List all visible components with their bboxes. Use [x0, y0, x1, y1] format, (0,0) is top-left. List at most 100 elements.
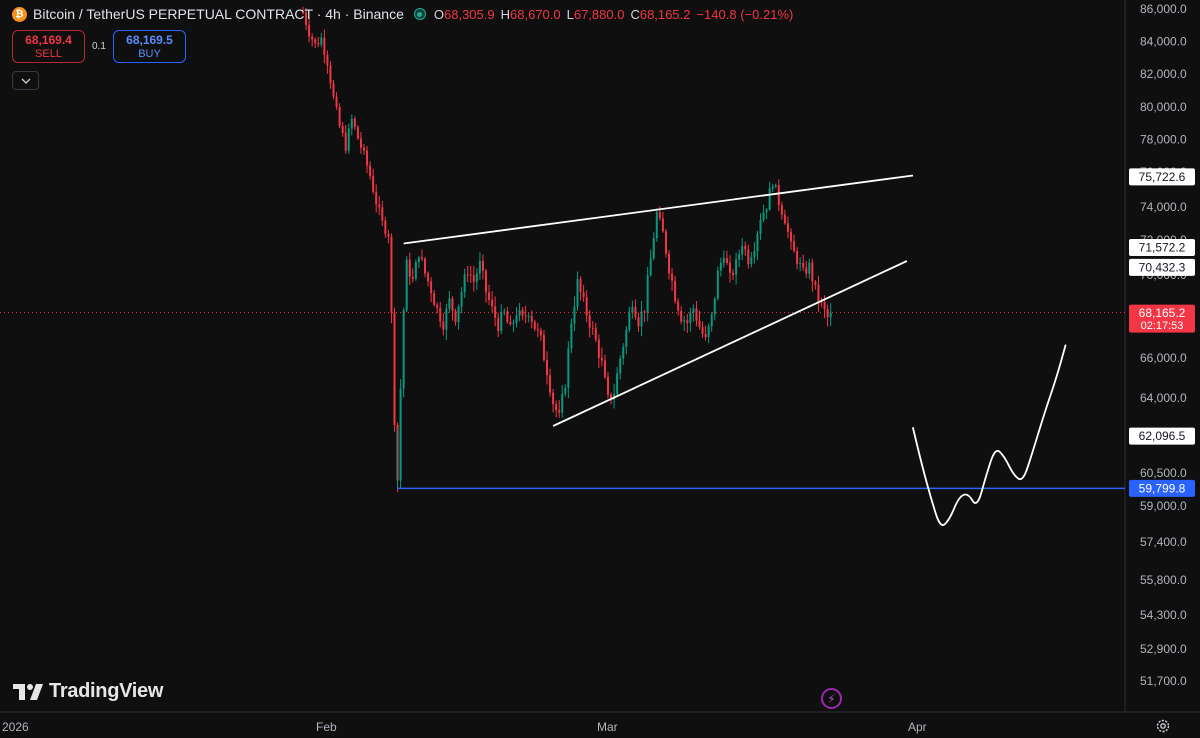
price-tick-label: 57,400.0 — [1140, 535, 1187, 549]
price-tick-label: 55,800.0 — [1140, 573, 1187, 587]
candle-body — [475, 273, 478, 282]
candle-body — [722, 258, 725, 263]
price-tick-label: 52,900.0 — [1140, 642, 1187, 656]
candle-body — [302, 12, 304, 14]
candle-body — [725, 258, 728, 263]
candle-body — [369, 165, 372, 177]
candle-body — [445, 308, 448, 330]
candle-body — [381, 207, 384, 221]
price-label-tag — [1129, 479, 1195, 497]
time-tick-label: Mar — [597, 720, 618, 734]
candle-body — [320, 37, 323, 45]
candle-body — [372, 176, 375, 192]
candle-body — [546, 359, 548, 376]
candle-body — [668, 253, 670, 274]
candle-body — [729, 262, 731, 273]
candle-body — [366, 150, 369, 166]
candle-body — [427, 273, 430, 282]
buy-button[interactable]: 68,169.5 BUY — [113, 30, 186, 63]
candle-body — [610, 394, 613, 400]
candle-body — [741, 245, 744, 255]
candle-body — [814, 281, 817, 285]
candle-body — [536, 328, 539, 331]
candle-body — [579, 279, 582, 293]
candle-body — [628, 312, 631, 330]
candle-body — [451, 298, 454, 311]
candle-body — [765, 209, 768, 213]
candle-body — [317, 43, 320, 45]
candlesticks — [0, 6, 1125, 493]
candle-body — [573, 306, 576, 324]
candle-body — [433, 293, 436, 305]
candle-body — [399, 388, 402, 481]
candle-body — [707, 326, 710, 338]
candle-body — [469, 274, 472, 276]
lightning-icon[interactable]: ⚡ — [821, 688, 842, 709]
candle-body — [311, 36, 314, 40]
candle-body — [634, 306, 637, 317]
price-label-tag — [1129, 238, 1195, 256]
chart-grid — [0, 0, 1200, 713]
candle-body — [414, 262, 417, 279]
candle-body — [671, 273, 674, 281]
price-tick-label: 66,000.0 — [1140, 351, 1187, 365]
candle-body — [686, 320, 689, 323]
candle-body — [387, 233, 390, 237]
candle-body — [643, 311, 646, 313]
buy-label: BUY — [138, 48, 161, 60]
symbol-title[interactable]: Bitcoin / TetherUS PERPETUAL CONTRACT · … — [33, 6, 404, 22]
buy-price: 68,169.5 — [126, 33, 173, 47]
candle-body — [658, 212, 661, 219]
candle-body — [808, 262, 811, 274]
price-tick-label: 86,000.0 — [1140, 2, 1187, 16]
candle-body — [799, 263, 802, 265]
candle-body — [378, 204, 381, 208]
tradingview-logo[interactable]: TradingView — [13, 680, 163, 703]
candle-body — [719, 262, 722, 271]
candle-body — [329, 65, 332, 84]
market-status-icon[interactable] — [413, 8, 426, 20]
candle-body — [390, 236, 393, 313]
candle-body — [494, 306, 497, 318]
candle-body — [588, 315, 591, 328]
candle-body — [677, 301, 680, 311]
candle-body — [585, 297, 588, 316]
price-tick-label: 64,000.0 — [1140, 391, 1187, 405]
candle-body — [332, 83, 335, 97]
candle-body — [811, 262, 814, 282]
ohlc-open: O68,305.9 — [433, 6, 495, 22]
candle-body — [698, 320, 701, 328]
price-label-text: 59,799.8 — [1139, 481, 1186, 495]
candle-body — [762, 212, 765, 220]
price-label-text: 62,096.5 — [1139, 429, 1186, 443]
candle-body — [661, 218, 664, 232]
candle-body — [359, 138, 362, 148]
symbol-header: ₿ Bitcoin / TetherUS PERPETUAL CONTRACT … — [12, 5, 793, 23]
candle-body — [448, 298, 451, 309]
candle-body — [616, 373, 619, 395]
candle-body — [491, 299, 494, 307]
gear-icon[interactable] — [1155, 718, 1171, 734]
candle-body — [436, 304, 439, 309]
candle-body — [417, 257, 420, 263]
time-axis[interactable]: 2026 Feb Mar Apr — [2, 720, 927, 734]
candle-body — [539, 330, 542, 336]
price-label-tag — [1129, 168, 1195, 186]
collapse-legend-button[interactable] — [12, 71, 39, 90]
price-tick-label: 80,000.0 — [1140, 100, 1187, 114]
candle-body — [619, 358, 622, 374]
ohlc-close: C68,165.2 — [630, 6, 691, 22]
price-label-tag — [1129, 258, 1195, 276]
user-drawings[interactable] — [397, 174, 1125, 526]
sell-button[interactable]: 68,169.4 SELL — [12, 30, 85, 63]
candle-body — [558, 410, 561, 413]
price-label-text: 75,722.6 — [1139, 170, 1186, 184]
candle-body — [753, 251, 756, 258]
price-axis[interactable]: 86,000.0 84,000.0 82,000.0 80,000.0 78,000.0… — [1129, 2, 1195, 688]
candle-body — [509, 321, 512, 324]
candle-body — [488, 292, 491, 300]
candle-body — [735, 259, 738, 275]
price-label-text: 70,432.3 — [1139, 260, 1186, 274]
candle-body — [542, 335, 545, 360]
